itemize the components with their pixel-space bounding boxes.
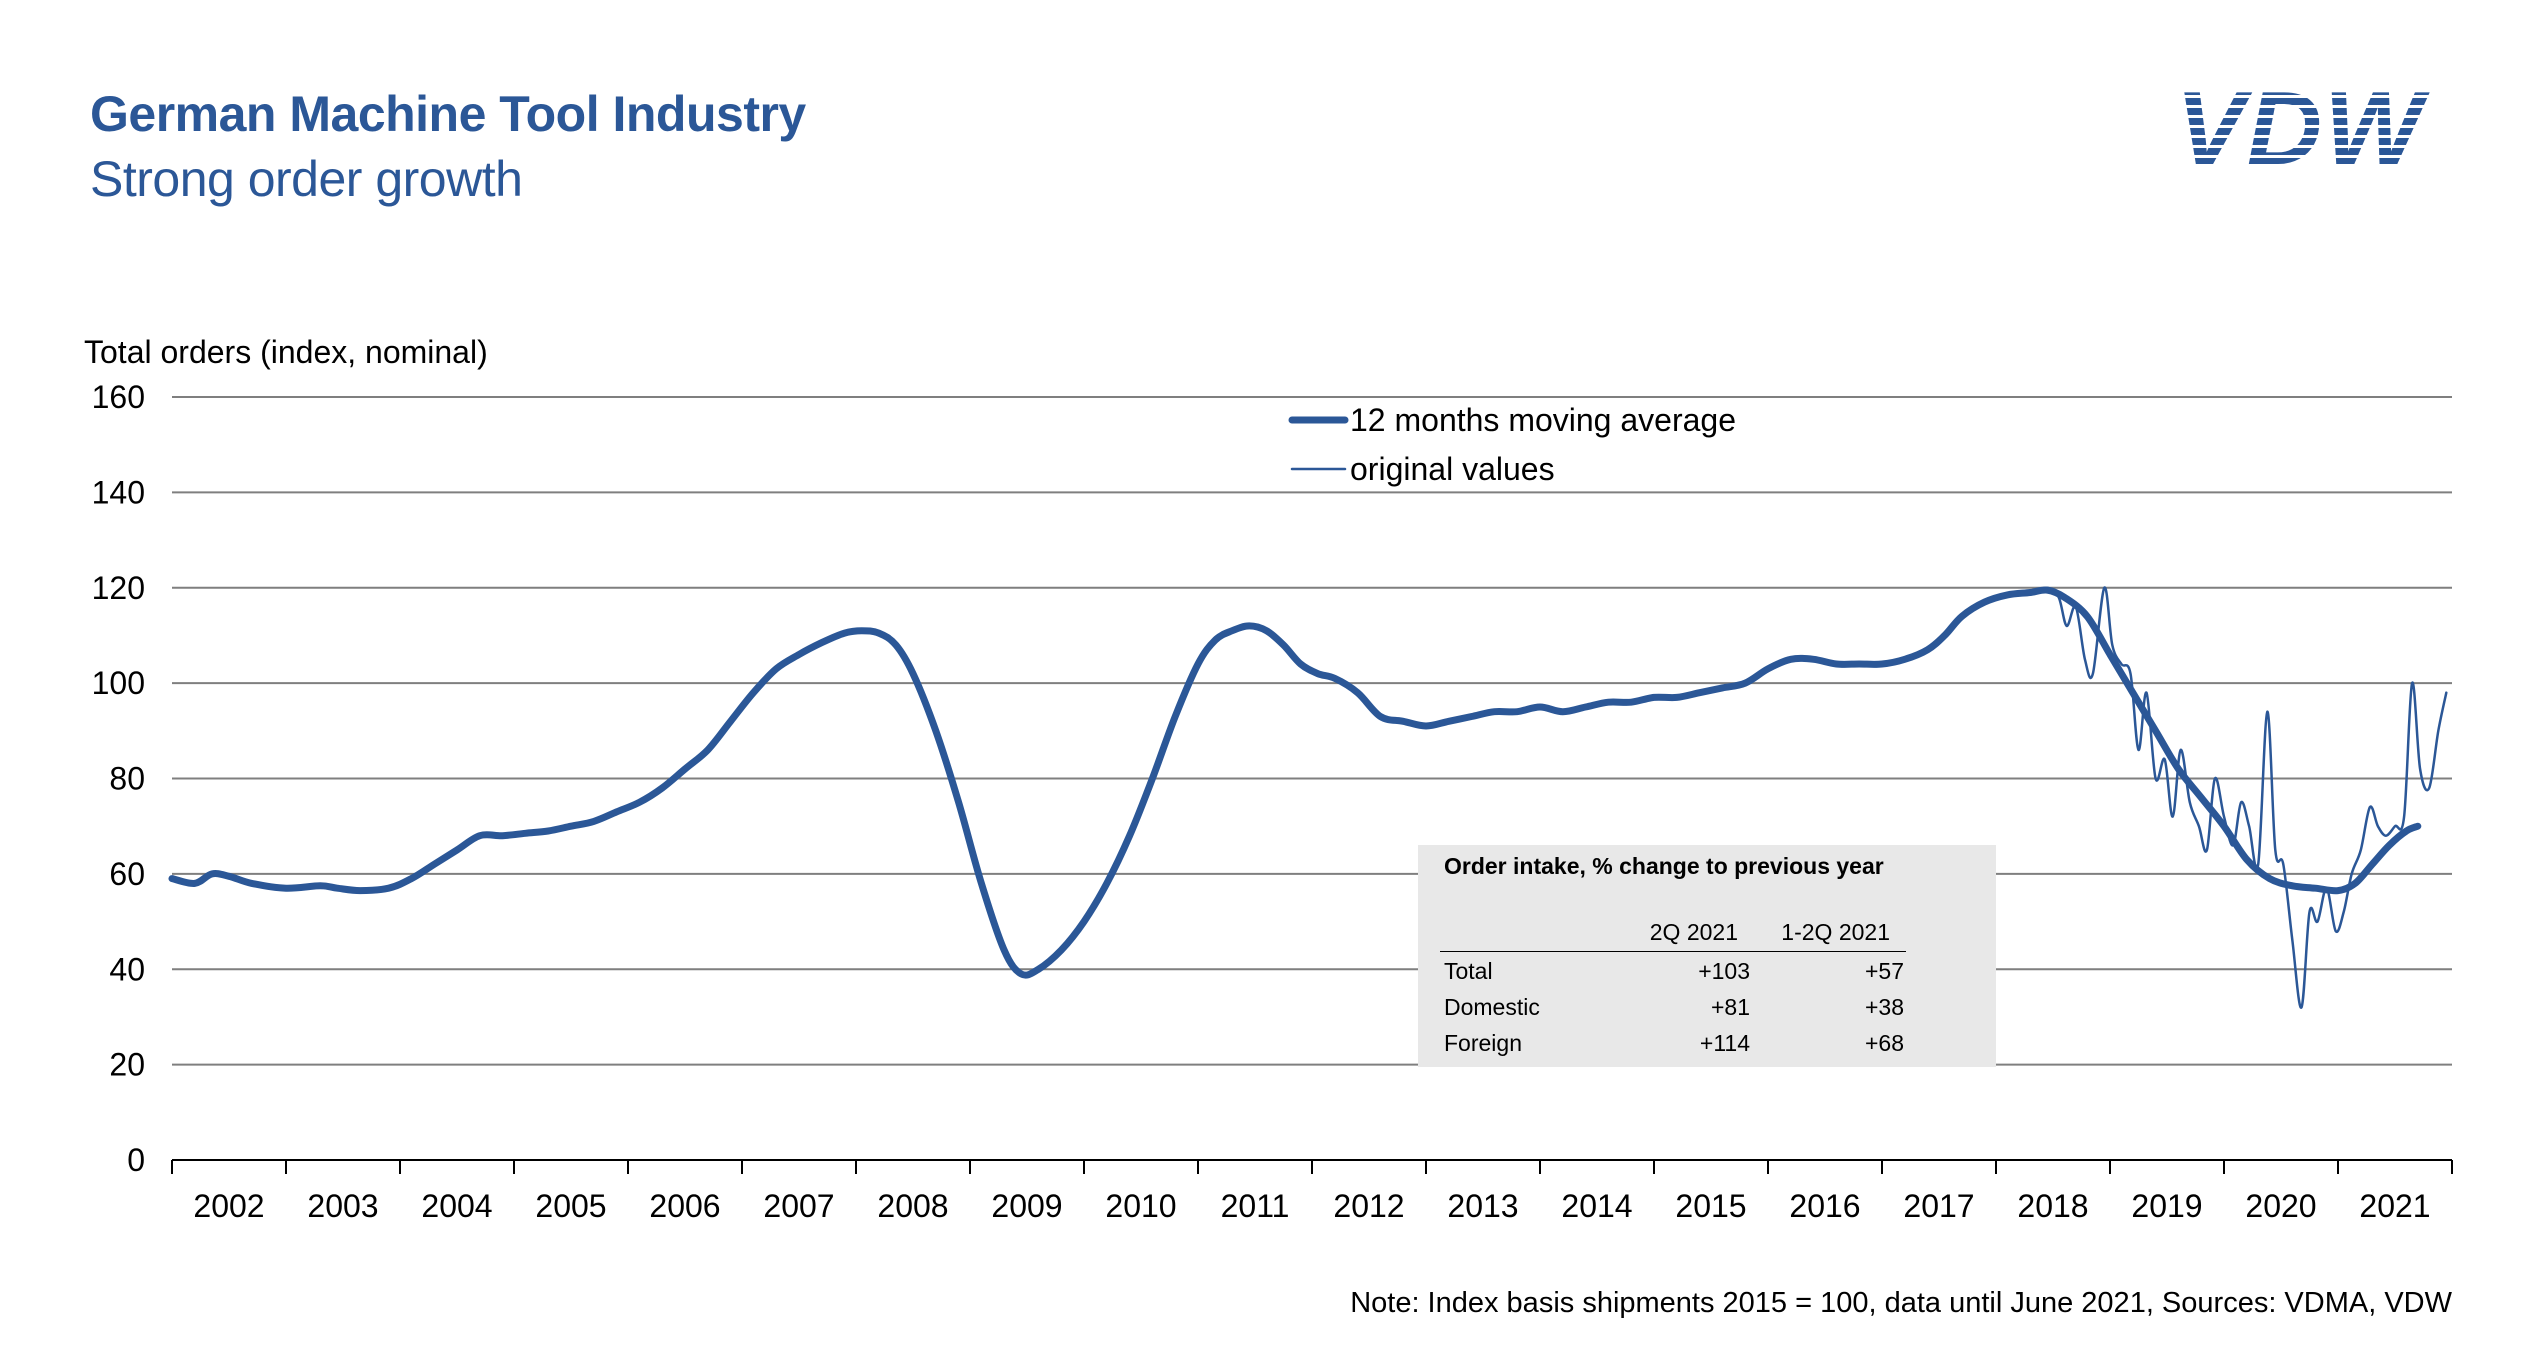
legend-label: original values [1350,451,1555,487]
y-tick-label: 60 [109,856,145,892]
row-value-1-2q: +68 [1864,1030,1904,1056]
y-tick-label: 40 [109,951,145,987]
x-tick-label: 2014 [1561,1188,1632,1224]
page-title: German Machine Tool Industry [90,86,806,142]
x-tick-label: 2010 [1105,1188,1176,1224]
original-values-line [2028,586,2448,1009]
x-tick-label: 2021 [2359,1188,2430,1224]
row-label: Total [1444,958,1493,984]
row-label: Foreign [1444,1030,1522,1056]
y-axis-label: Total orders (index, nominal) [84,334,488,370]
y-tick-label: 80 [109,761,145,797]
x-tick-label: 2008 [877,1188,948,1224]
y-tick-label: 20 [109,1047,145,1083]
x-tick-label: 2004 [421,1188,492,1224]
x-tick-label: 2015 [1675,1188,1746,1224]
series-lines [168,586,2448,1009]
table-row: Foreign +114 +68 [1444,1030,1904,1060]
x-axis: 2002 2003 2004 2005 2006 2007 2008 2009 2010 2011… [171,1159,2453,1224]
x-tick-label: 2007 [763,1188,834,1224]
page-subtitle: Strong order growth [90,151,523,207]
x-tick-label: 2020 [2245,1188,2316,1224]
row-label: Domestic [1444,994,1540,1020]
grid-lines: 0 20 40 60 80 100 120 140 160 [92,379,2452,1178]
y-tick-label: 120 [92,570,145,606]
row-value-2q: +114 [1699,1030,1750,1056]
x-tick-label: 2005 [535,1188,606,1224]
x-tick-label: 2018 [2017,1188,2088,1224]
table-header-2q: 2Q 2021 [1649,919,1738,945]
row-value-1-2q: +38 [1864,994,1904,1020]
y-tick-label: 140 [92,474,145,510]
svg-text:VDW: VDW [2176,78,2430,174]
x-tick-label: 2006 [649,1188,720,1224]
row-value-2q: +103 [1698,958,1750,984]
moving-average-line [168,586,2422,979]
y-tick-label: 100 [92,665,145,701]
order-intake-table: Order intake, % change to previous year … [1418,845,1996,1067]
legend: 12 months moving average original values [1288,402,1736,487]
x-tick-label: 2003 [307,1188,378,1224]
table-row: Total +103 +57 [1444,958,1904,988]
x-tick-label: 2002 [193,1188,264,1224]
x-tick-label: 2011 [1221,1188,1290,1224]
table-title: Order intake, % change to previous year [1444,853,1884,879]
x-tick-label: 2009 [991,1188,1062,1224]
vdw-logo: VDW [2176,78,2430,174]
y-tick-label: 160 [92,379,145,415]
y-tick-label: 0 [127,1142,145,1178]
x-tick-label: 2012 [1333,1188,1404,1224]
row-value-1-2q: +57 [1864,958,1904,984]
x-tick-label: 2019 [2131,1188,2202,1224]
row-value-2q: +81 [1710,994,1750,1020]
table-row: Domestic +81 +38 [1444,994,1904,1024]
table-header-1-2q: 1-2Q 2021 [1781,919,1890,945]
x-tick-label: 2016 [1789,1188,1860,1224]
table-divider [1440,951,1906,952]
x-tick-label: 2017 [1903,1188,1974,1224]
footnote: Note: Index basis shipments 2015 = 100, … [1350,1287,2452,1319]
legend-label: 12 months moving average [1350,402,1736,438]
x-tick-label: 2013 [1447,1188,1518,1224]
